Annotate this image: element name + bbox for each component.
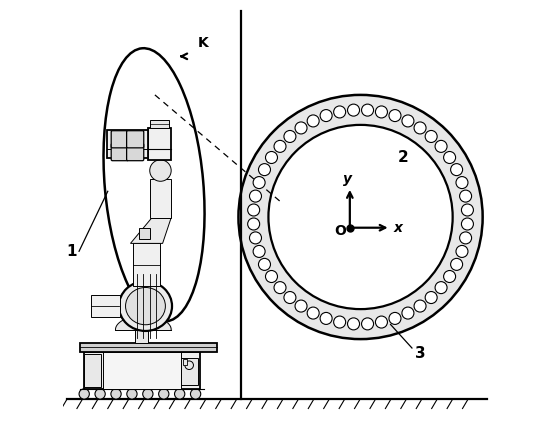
Circle shape — [347, 104, 360, 116]
Circle shape — [249, 232, 261, 244]
Text: K: K — [198, 36, 208, 50]
Circle shape — [265, 270, 278, 283]
Circle shape — [259, 164, 270, 176]
FancyBboxPatch shape — [135, 330, 147, 342]
Circle shape — [284, 131, 296, 142]
Circle shape — [334, 316, 346, 328]
Circle shape — [362, 104, 373, 116]
Circle shape — [456, 177, 468, 188]
Circle shape — [450, 258, 463, 270]
Text: y: y — [343, 172, 352, 186]
Circle shape — [191, 389, 201, 399]
FancyBboxPatch shape — [127, 131, 143, 148]
FancyBboxPatch shape — [111, 131, 129, 148]
Circle shape — [150, 160, 171, 181]
Circle shape — [127, 389, 137, 399]
Circle shape — [295, 300, 307, 312]
Circle shape — [248, 218, 260, 230]
FancyBboxPatch shape — [147, 128, 171, 160]
Circle shape — [425, 292, 437, 303]
FancyBboxPatch shape — [104, 352, 181, 389]
FancyBboxPatch shape — [84, 352, 200, 389]
Circle shape — [460, 232, 471, 244]
Circle shape — [461, 218, 474, 230]
Circle shape — [265, 151, 278, 164]
Circle shape — [274, 140, 286, 152]
Circle shape — [425, 131, 437, 142]
Circle shape — [389, 109, 401, 122]
FancyBboxPatch shape — [80, 342, 217, 352]
Text: 2: 2 — [398, 150, 409, 164]
Circle shape — [320, 109, 332, 122]
Circle shape — [461, 204, 474, 216]
Circle shape — [414, 122, 426, 134]
Circle shape — [402, 115, 414, 127]
Circle shape — [248, 204, 260, 216]
Circle shape — [295, 122, 307, 134]
FancyBboxPatch shape — [107, 130, 147, 158]
Circle shape — [456, 246, 468, 257]
Circle shape — [284, 292, 296, 303]
Circle shape — [334, 106, 346, 118]
Circle shape — [249, 190, 261, 202]
FancyBboxPatch shape — [150, 179, 171, 218]
Circle shape — [253, 177, 265, 188]
FancyBboxPatch shape — [111, 144, 129, 161]
Circle shape — [158, 389, 169, 399]
Circle shape — [307, 115, 319, 127]
FancyBboxPatch shape — [84, 354, 101, 387]
Text: x: x — [394, 221, 403, 235]
Circle shape — [307, 307, 319, 319]
Circle shape — [111, 389, 121, 399]
Circle shape — [444, 270, 455, 283]
Circle shape — [95, 389, 105, 399]
FancyBboxPatch shape — [91, 296, 120, 317]
FancyBboxPatch shape — [183, 359, 187, 365]
Circle shape — [253, 246, 265, 257]
FancyBboxPatch shape — [150, 120, 169, 128]
FancyBboxPatch shape — [139, 228, 150, 239]
Circle shape — [320, 312, 332, 325]
FancyBboxPatch shape — [181, 358, 198, 385]
Text: 3: 3 — [415, 346, 426, 361]
Circle shape — [175, 389, 185, 399]
Polygon shape — [131, 218, 171, 243]
Circle shape — [435, 282, 447, 294]
Circle shape — [402, 307, 414, 319]
Circle shape — [414, 300, 426, 312]
Circle shape — [450, 164, 463, 176]
Polygon shape — [238, 95, 483, 339]
FancyBboxPatch shape — [132, 243, 161, 286]
Circle shape — [259, 258, 270, 270]
Ellipse shape — [126, 287, 166, 325]
Circle shape — [143, 389, 153, 399]
Circle shape — [435, 140, 447, 152]
Circle shape — [460, 190, 471, 202]
Circle shape — [389, 312, 401, 325]
FancyBboxPatch shape — [127, 144, 143, 161]
Text: O: O — [335, 224, 346, 238]
Circle shape — [347, 318, 360, 330]
Ellipse shape — [119, 281, 172, 331]
Circle shape — [376, 106, 387, 118]
Circle shape — [362, 318, 373, 330]
Circle shape — [444, 151, 455, 164]
Circle shape — [79, 389, 89, 399]
Circle shape — [274, 282, 286, 294]
Circle shape — [376, 316, 387, 328]
Text: 1: 1 — [66, 244, 76, 259]
